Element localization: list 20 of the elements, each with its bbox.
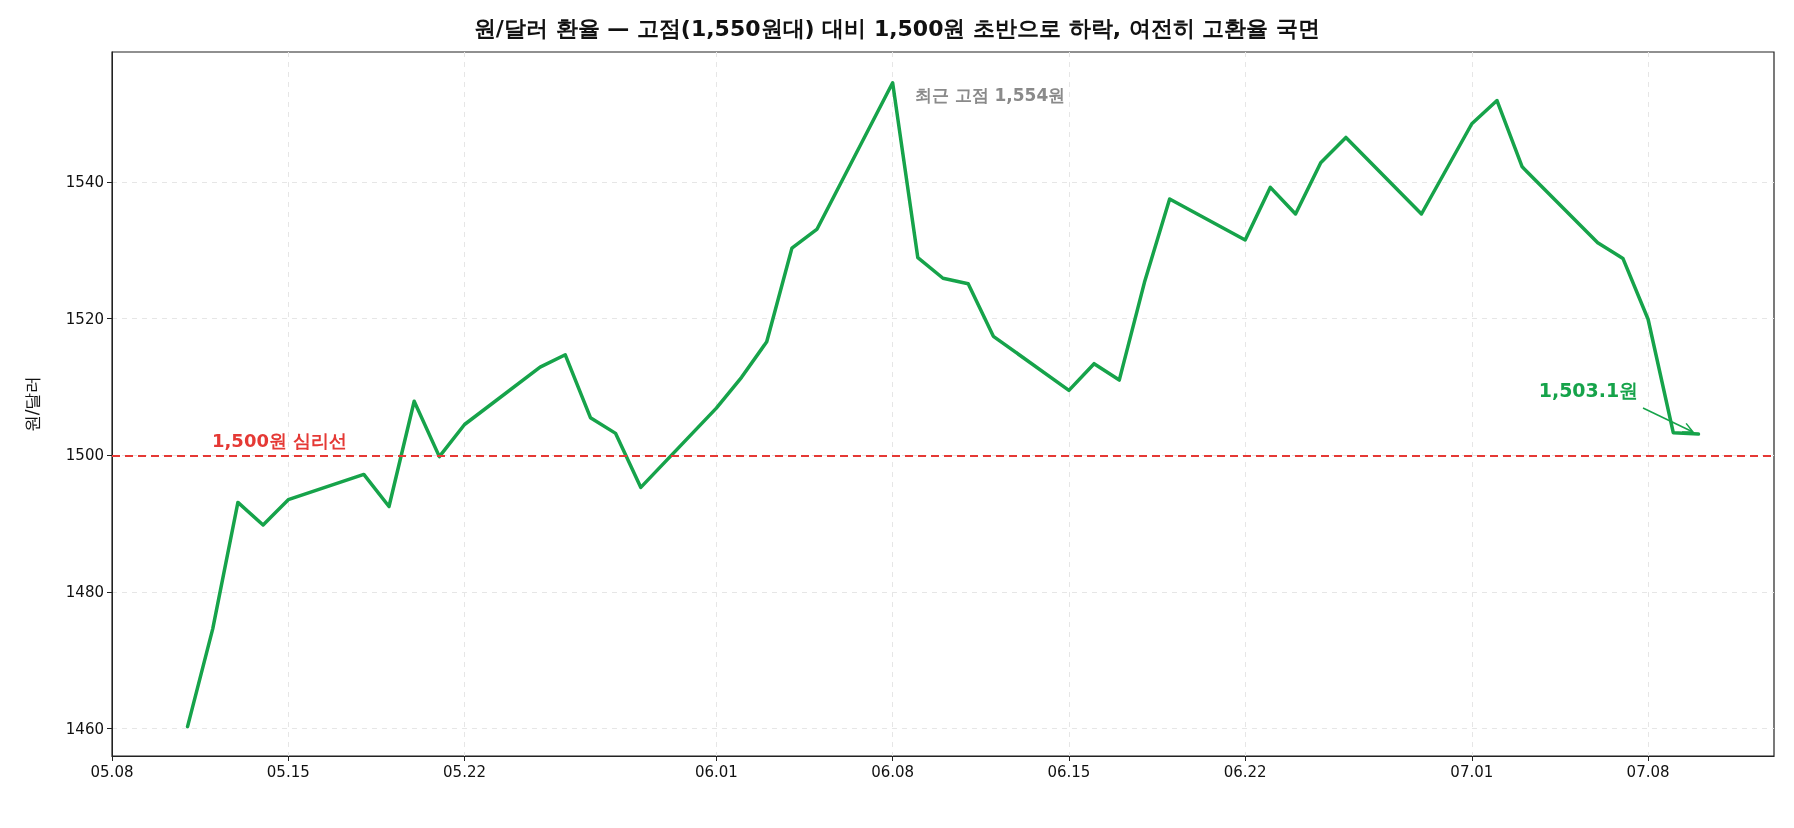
y-tick-label: 1540 <box>65 172 104 191</box>
y-tick-label: 1520 <box>65 309 104 328</box>
y-tick-label: 1460 <box>65 719 104 738</box>
x-tick-label: 06.08 <box>871 762 915 781</box>
y-axis-title: 원/달러 <box>21 375 42 433</box>
line-series <box>185 81 1701 729</box>
chart-title: 원/달러 환율 — 고점(1,550원대) 대비 1,500원 초반으로 하락, 여전히 고환율 국면 <box>473 15 1321 41</box>
x-tick-label: 06.15 <box>1047 762 1091 781</box>
x-tick-label: 06.01 <box>694 762 738 781</box>
x-tick-label: 05.08 <box>90 762 134 781</box>
y-tick-label: 1480 <box>65 582 104 601</box>
x-tick-label: 07.01 <box>1450 762 1494 781</box>
x-tick-label: 07.08 <box>1626 762 1670 781</box>
x-tick-label: 05.22 <box>443 762 487 781</box>
ref-line-label: 1,500원 심리선 <box>212 429 348 451</box>
annotation: 최근 고점 1,554원 <box>914 84 1066 105</box>
annotation: 1,503.1원 <box>1538 379 1639 402</box>
x-tick-label: 05.15 <box>266 762 310 781</box>
y-tick-label: 1500 <box>65 446 104 465</box>
x-tick-label: 06.22 <box>1223 762 1267 781</box>
